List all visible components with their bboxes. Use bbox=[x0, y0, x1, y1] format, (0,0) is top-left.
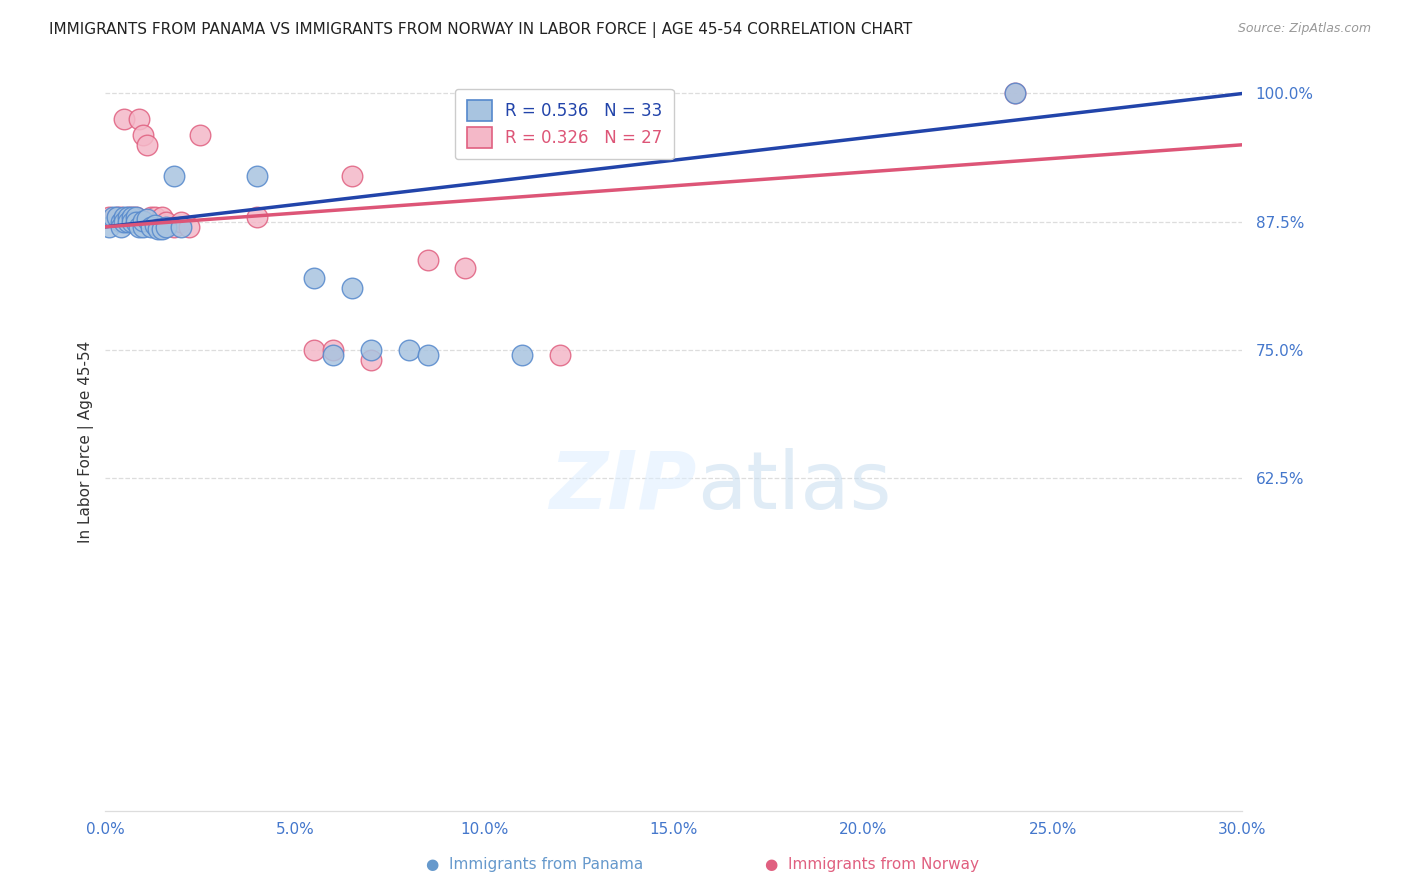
Point bbox=[101, 210, 124, 224]
Point bbox=[112, 215, 135, 229]
Text: IMMIGRANTS FROM PANAMA VS IMMIGRANTS FROM NORWAY IN LABOR FORCE | AGE 45-54 CORR: IMMIGRANTS FROM PANAMA VS IMMIGRANTS FRO… bbox=[49, 22, 912, 38]
Point bbox=[112, 210, 135, 224]
Point bbox=[125, 210, 148, 224]
Point bbox=[150, 210, 173, 224]
Point bbox=[416, 252, 439, 267]
Point bbox=[148, 222, 170, 236]
Point bbox=[105, 210, 128, 224]
Point bbox=[162, 219, 184, 234]
Point bbox=[246, 169, 269, 183]
Point bbox=[188, 128, 211, 142]
Point bbox=[177, 219, 200, 234]
Point bbox=[128, 112, 150, 127]
Point bbox=[143, 218, 166, 232]
Point bbox=[125, 215, 148, 229]
Point bbox=[340, 281, 363, 295]
Point bbox=[150, 222, 173, 236]
Point bbox=[302, 343, 325, 357]
Point bbox=[117, 210, 139, 224]
Point bbox=[322, 348, 344, 362]
Text: ●  Immigrants from Panama: ● Immigrants from Panama bbox=[426, 857, 643, 872]
Point bbox=[454, 260, 477, 275]
Point bbox=[110, 215, 132, 229]
Point bbox=[1004, 87, 1026, 101]
Point bbox=[246, 210, 269, 224]
Point bbox=[105, 210, 128, 224]
Point bbox=[121, 210, 143, 224]
Y-axis label: In Labor Force | Age 45-54: In Labor Force | Age 45-54 bbox=[79, 341, 94, 543]
Point bbox=[98, 210, 121, 224]
Point bbox=[155, 219, 177, 234]
Point bbox=[117, 215, 139, 229]
Point bbox=[110, 210, 132, 224]
Point bbox=[1004, 87, 1026, 101]
Point bbox=[340, 169, 363, 183]
Text: ZIP: ZIP bbox=[550, 448, 696, 525]
Point bbox=[416, 348, 439, 362]
Text: ●  Immigrants from Norway: ● Immigrants from Norway bbox=[765, 857, 979, 872]
Point bbox=[132, 219, 155, 234]
Point bbox=[136, 137, 159, 152]
Text: Source: ZipAtlas.com: Source: ZipAtlas.com bbox=[1237, 22, 1371, 36]
Point bbox=[121, 210, 143, 224]
Point bbox=[128, 219, 150, 234]
Point bbox=[170, 219, 193, 234]
Point bbox=[143, 210, 166, 224]
Point bbox=[155, 215, 177, 229]
Point bbox=[132, 213, 155, 227]
Point bbox=[548, 348, 571, 362]
Legend: R = 0.536   N = 33, R = 0.326   N = 27: R = 0.536 N = 33, R = 0.326 N = 27 bbox=[456, 88, 673, 160]
Point bbox=[360, 343, 382, 357]
Point bbox=[139, 219, 162, 234]
Point bbox=[110, 219, 132, 234]
Point bbox=[132, 128, 155, 142]
Text: atlas: atlas bbox=[696, 448, 891, 525]
Point bbox=[302, 271, 325, 285]
Point bbox=[139, 210, 162, 224]
Point bbox=[121, 215, 143, 229]
Point bbox=[322, 343, 344, 357]
Point bbox=[510, 348, 533, 362]
Point bbox=[162, 169, 184, 183]
Point bbox=[112, 112, 135, 127]
Point bbox=[98, 219, 121, 234]
Point bbox=[398, 343, 420, 357]
Point bbox=[125, 210, 148, 224]
Point bbox=[136, 211, 159, 226]
Point bbox=[360, 353, 382, 368]
Point bbox=[117, 210, 139, 224]
Point bbox=[170, 215, 193, 229]
